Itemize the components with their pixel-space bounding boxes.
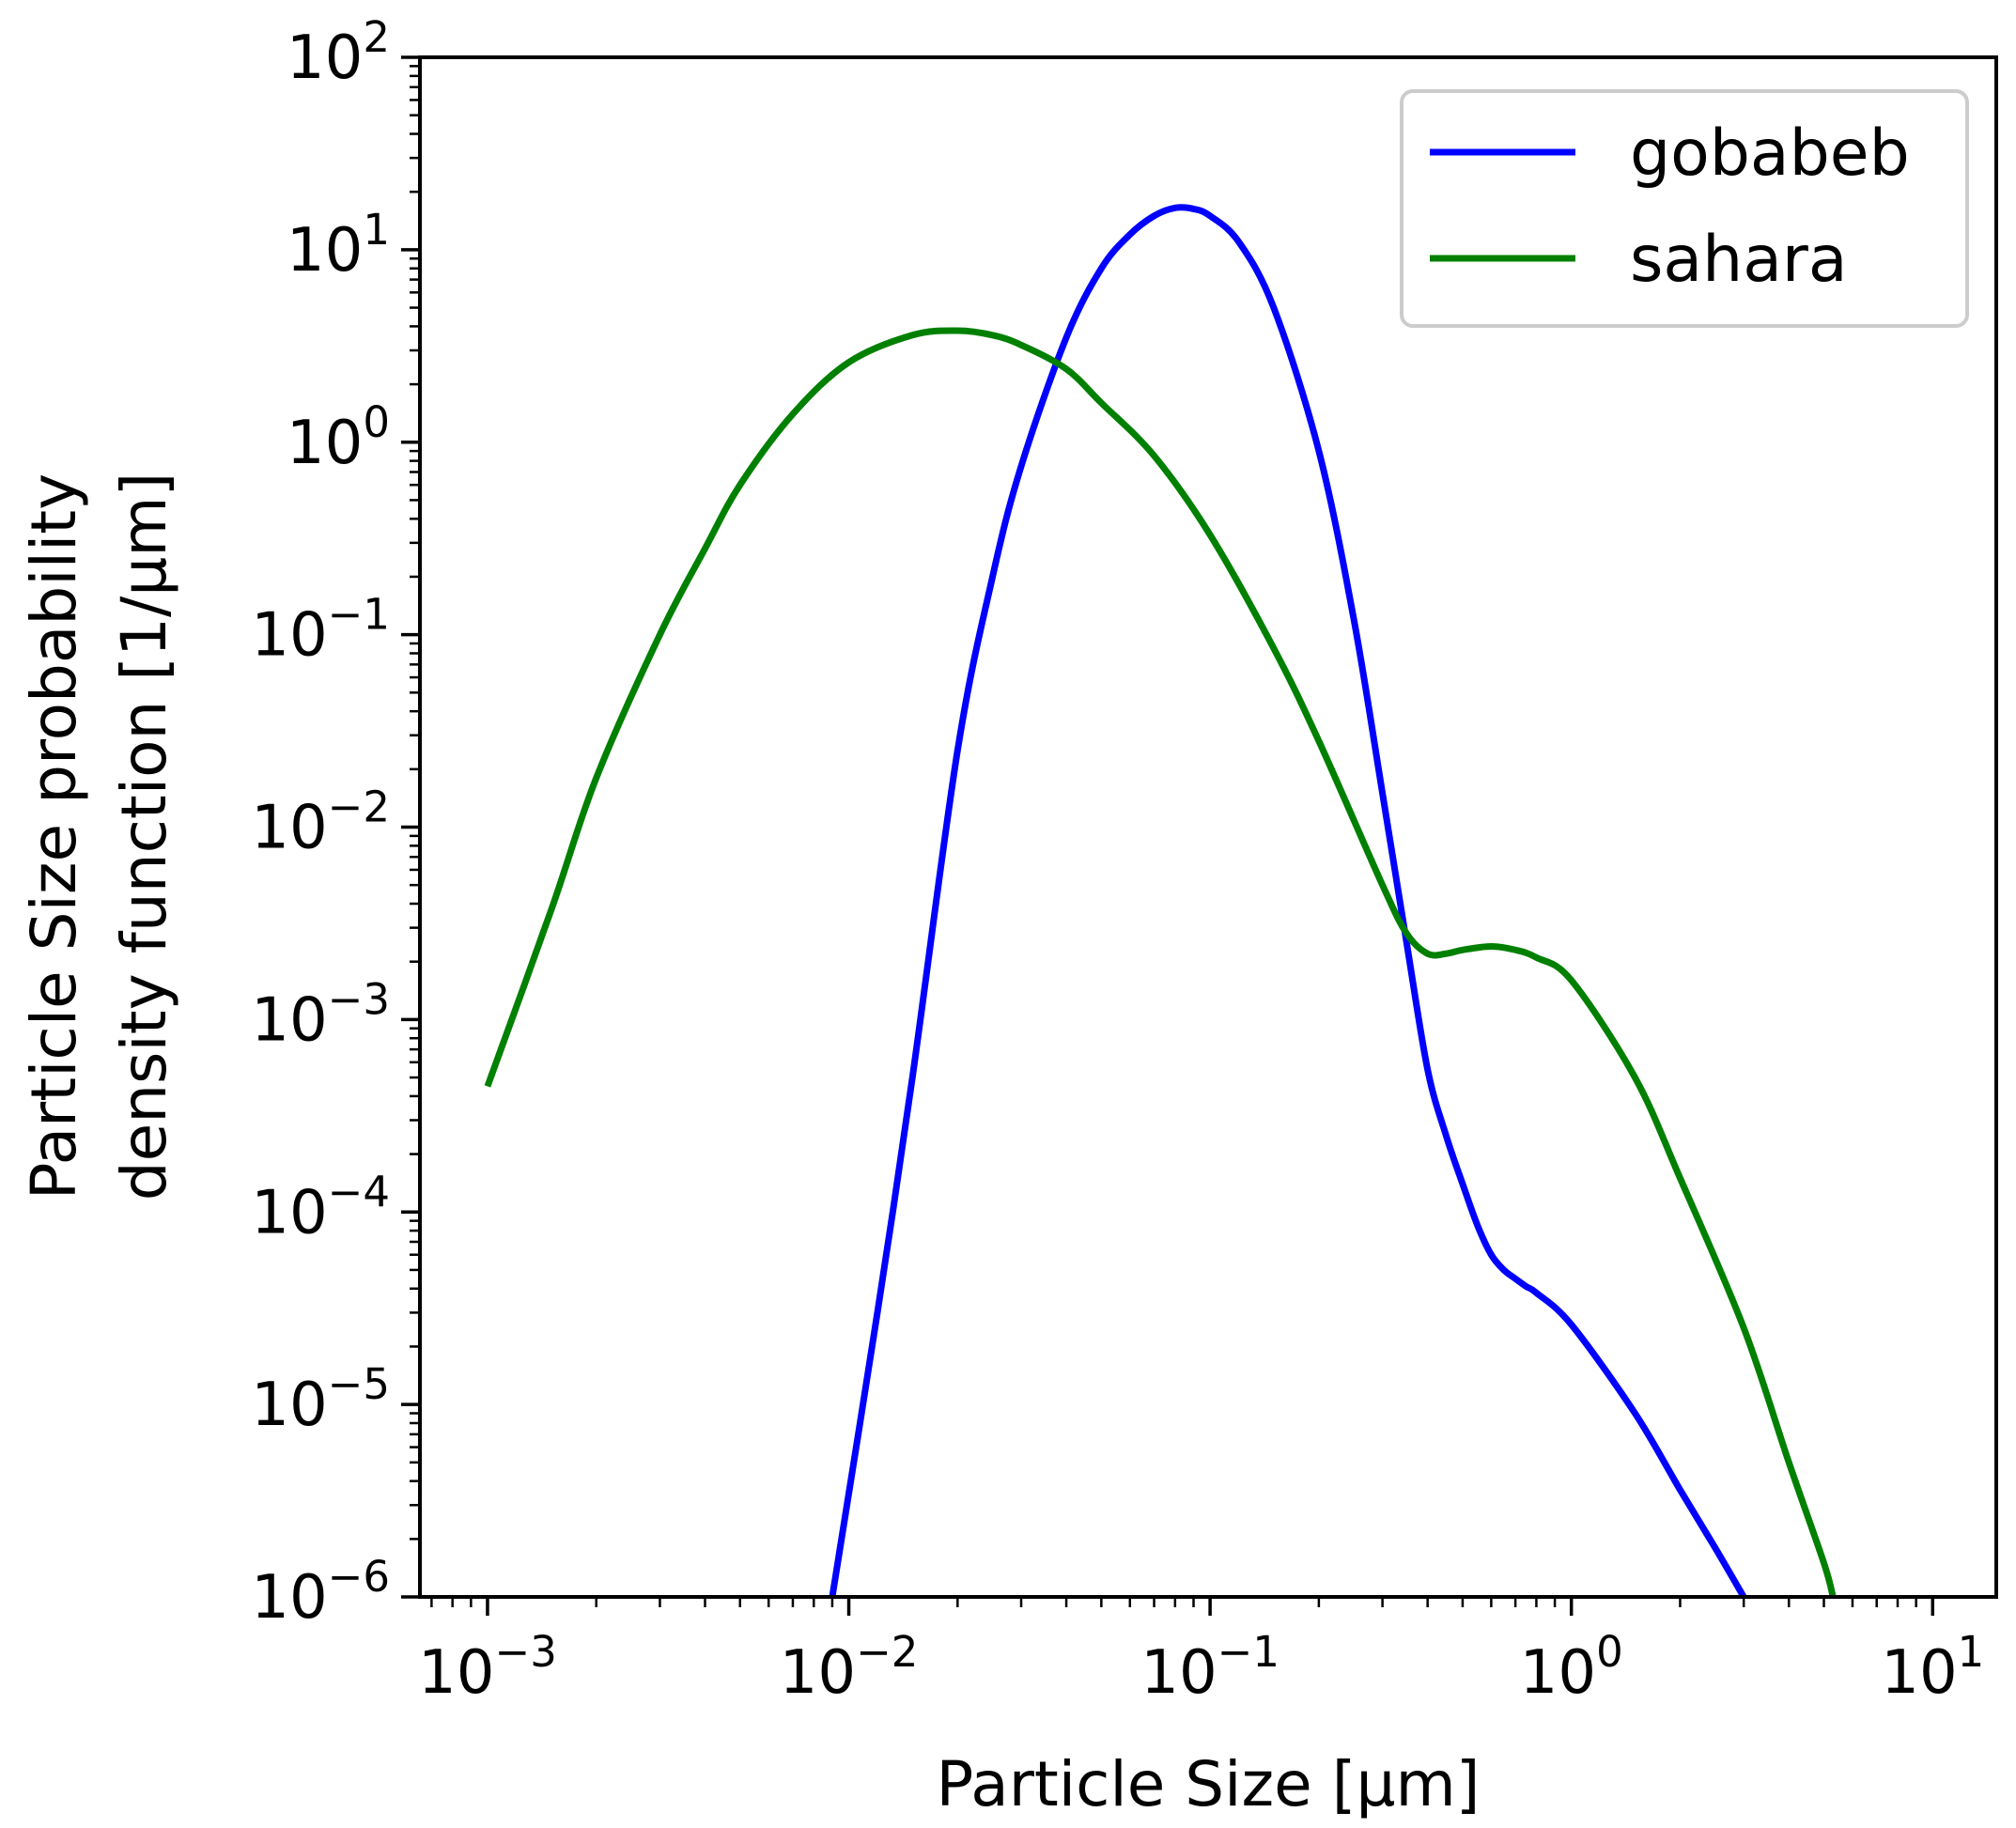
y-tick-label: 100: [287, 397, 390, 478]
ticks-layer: [401, 55, 1935, 1616]
y-tick-label: 10−2: [251, 782, 390, 863]
x-tick-label: 100: [1520, 1627, 1623, 1708]
legend[interactable]: gobabeb sahara: [1400, 89, 1969, 328]
y-axis-label: Particle Size probability density functio…: [18, 472, 180, 1201]
y-tick-label: 10−3: [251, 974, 390, 1055]
series-line-gobabeb: [829, 204, 1747, 1597]
x-tick-label: 101: [1881, 1627, 1984, 1708]
y-tick-label: 10−6: [251, 1552, 390, 1633]
series-layer: [484, 204, 1837, 1597]
x-tick-label: 10−3: [418, 1627, 557, 1708]
y-axis-label-line: Particle Size probability: [18, 473, 90, 1200]
tick-labels-layer: 10−3 10−2 10−1 100 101 102 101 100 10−1 10−2 10−3 1…: [251, 12, 1984, 1708]
legend-label-gobabeb: gobabeb: [1630, 116, 1910, 191]
legend-label-sahara: sahara: [1630, 223, 1848, 297]
y-tick-label: 102: [287, 12, 390, 93]
series-line-sahara: [484, 327, 1837, 1597]
y-tick-label: 101: [287, 205, 390, 286]
y-tick-label: 10−5: [251, 1359, 390, 1440]
x-tick-label: 10−2: [780, 1627, 919, 1708]
y-tick-label: 10−1: [251, 590, 390, 671]
x-tick-label: 10−1: [1140, 1627, 1279, 1708]
y-tick-label: 10−4: [251, 1167, 390, 1247]
y-axis-label-line: density function [1/μm]: [108, 472, 180, 1201]
x-axis-label: Particle Size [μm]: [936, 1748, 1480, 1820]
